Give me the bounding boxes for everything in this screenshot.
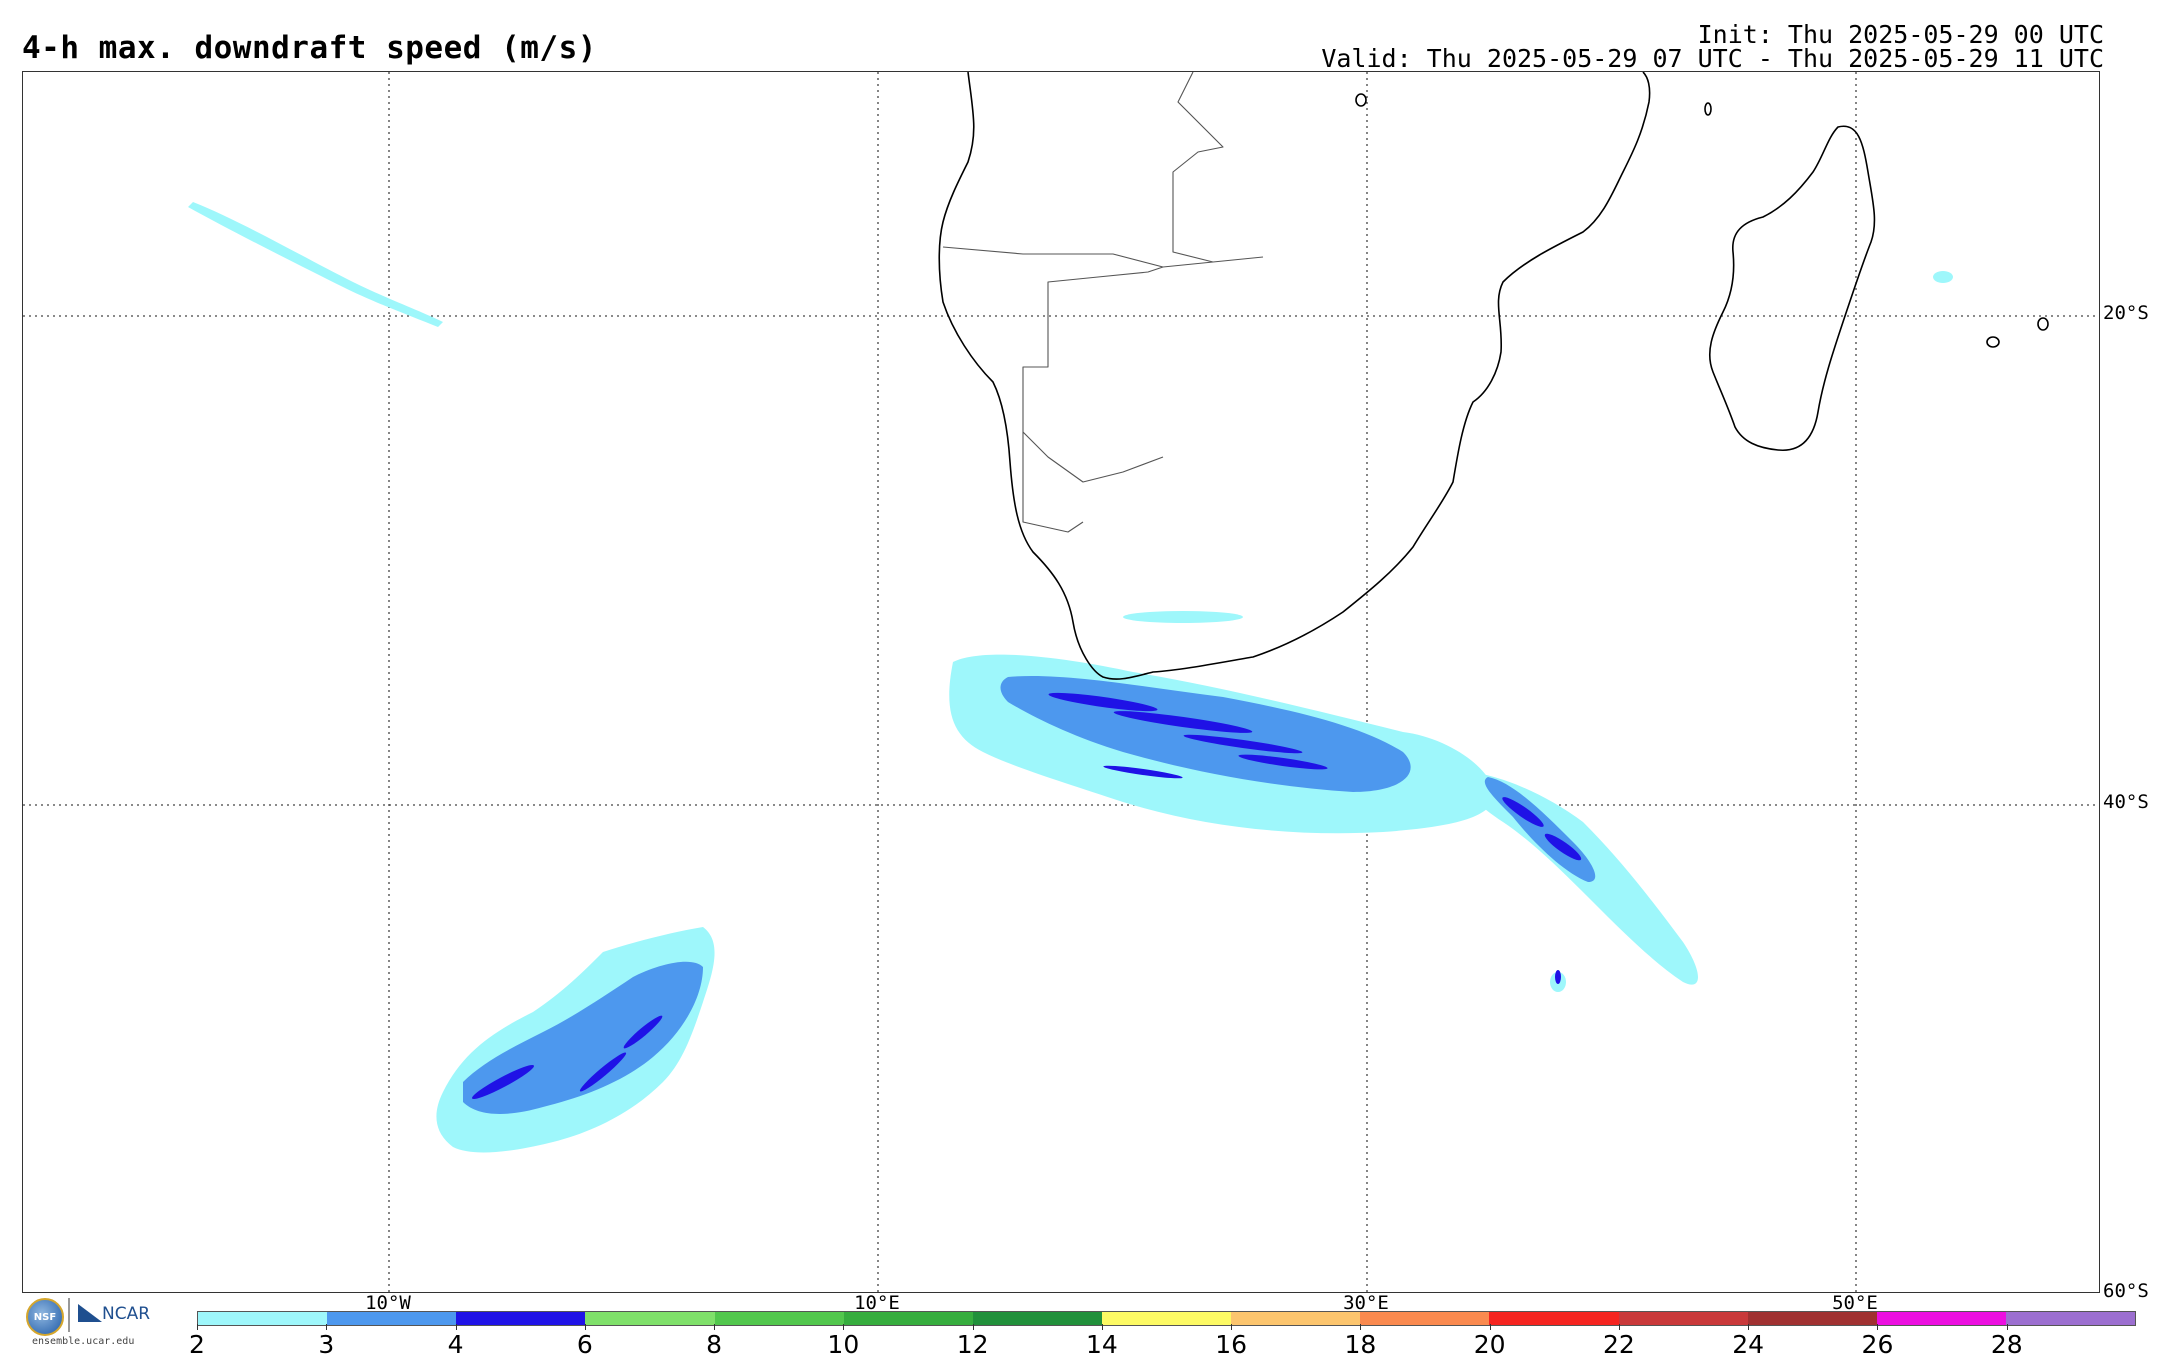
colorbar-tick-label: 12	[956, 1330, 989, 1359]
ncar-logo-icon	[78, 1304, 102, 1322]
colorbar-tick-mark	[1748, 1324, 1750, 1330]
map-panel	[22, 71, 2100, 1293]
lon-label-10w: 10°W	[365, 1292, 411, 1314]
ensemble-url: ensemble.ucar.edu	[32, 1336, 135, 1347]
colorbar	[197, 1311, 2136, 1326]
map-canvas	[23, 72, 2099, 1292]
colorbar-tick-label: 2	[189, 1330, 205, 1359]
island-outline	[1986, 336, 2000, 348]
lat-label-40s: 40°S	[2103, 791, 2149, 813]
colorbar-tick-mark	[455, 1324, 457, 1330]
colorbar-tick-mark	[584, 1324, 586, 1330]
colorbar-tick-mark	[1618, 1324, 1620, 1330]
colorbar-segment	[1876, 1312, 2006, 1325]
colorbar-tick-label: 22	[1603, 1330, 1635, 1359]
colorbar-tick-mark	[714, 1324, 716, 1330]
colorbar-segment	[1618, 1312, 1748, 1325]
logo-divider	[68, 1298, 70, 1332]
colorbar-tick-label: 24	[1732, 1330, 1765, 1359]
colorbar-tick-mark	[326, 1324, 328, 1330]
madagascar-coastline	[1709, 125, 1876, 452]
lat-label-60s: 60°S	[2103, 1280, 2149, 1302]
colorbar-tick-mark	[1877, 1324, 1879, 1330]
colorbar-segment	[714, 1312, 844, 1325]
nsf-logo-icon: NSF	[26, 1298, 64, 1336]
colorbar-segment	[972, 1312, 1102, 1325]
colorbar-tick-label: 14	[1085, 1330, 1118, 1359]
colorbar-tick-label: 10	[827, 1330, 860, 1359]
africa-coastline	[938, 72, 1651, 680]
colorbar-segment	[843, 1312, 973, 1325]
colorbar-tick-label: 16	[1215, 1330, 1248, 1359]
colorbar-tick-label: 20	[1473, 1330, 1506, 1359]
colorbar-segment	[1101, 1312, 1232, 1325]
island-outline	[1355, 93, 1367, 107]
map-title: 4-h max. downdraft speed (m/s)	[22, 30, 597, 66]
colorbar-segment	[1747, 1312, 1877, 1325]
colorbar-segment	[1489, 1312, 1619, 1325]
colorbar-tick-mark	[2006, 1324, 2008, 1330]
downdraft-field-2-3	[188, 202, 1953, 1153]
colorbar-tick-label: 26	[1861, 1330, 1894, 1359]
colorbar-tick-label: 4	[447, 1330, 464, 1359]
colorbar-tick-mark	[1489, 1324, 1491, 1330]
colorbar-tick-mark	[1360, 1324, 1362, 1330]
lon-label-50e: 50°E	[1832, 1292, 1878, 1314]
lon-label-10e: 10°E	[854, 1292, 900, 1314]
graticule	[23, 72, 2099, 1292]
colorbar-tick-label: 8	[706, 1330, 723, 1359]
nsf-ncar-logo: NSF NCAR ensemble.ucar.edu	[24, 1296, 154, 1354]
colorbar-tick-mark	[843, 1324, 845, 1330]
colorbar-tick-label: 6	[576, 1330, 593, 1359]
colorbar-segment	[1231, 1312, 1361, 1325]
colorbar-tick-mark	[1231, 1324, 1233, 1330]
colorbar-segment	[1360, 1312, 1490, 1325]
colorbar-tick-label: 3	[318, 1330, 335, 1359]
valid-time: Valid: Thu 2025-05-29 07 UTC - Thu 2025-…	[1321, 44, 2104, 73]
ncar-logo-text: NCAR	[102, 1304, 151, 1324]
colorbar-tick-label: 18	[1344, 1330, 1377, 1359]
colorbar-segment	[585, 1312, 715, 1325]
colorbar-tick-label: 28	[1990, 1330, 2023, 1359]
colorbar-tick-mark	[197, 1324, 198, 1330]
coastlines	[938, 72, 2049, 680]
lat-label-20s: 20°S	[2103, 302, 2149, 324]
init-time: Init: Thu 2025-05-29 00 UTC	[1697, 20, 2104, 49]
colorbar-segment	[456, 1312, 586, 1325]
colorbar-segment	[198, 1312, 328, 1325]
colorbar-segment	[327, 1312, 457, 1325]
island-outline	[2037, 317, 2049, 331]
colorbar-segment	[2005, 1312, 2136, 1325]
downdraft-field-4-6	[472, 692, 1582, 1100]
country-borders	[942, 72, 1264, 533]
colorbar-tick-mark	[972, 1324, 974, 1330]
lon-label-30e: 30°E	[1343, 1292, 1389, 1314]
colorbar-tick-mark	[1101, 1324, 1103, 1330]
island-outline	[1704, 102, 1712, 116]
